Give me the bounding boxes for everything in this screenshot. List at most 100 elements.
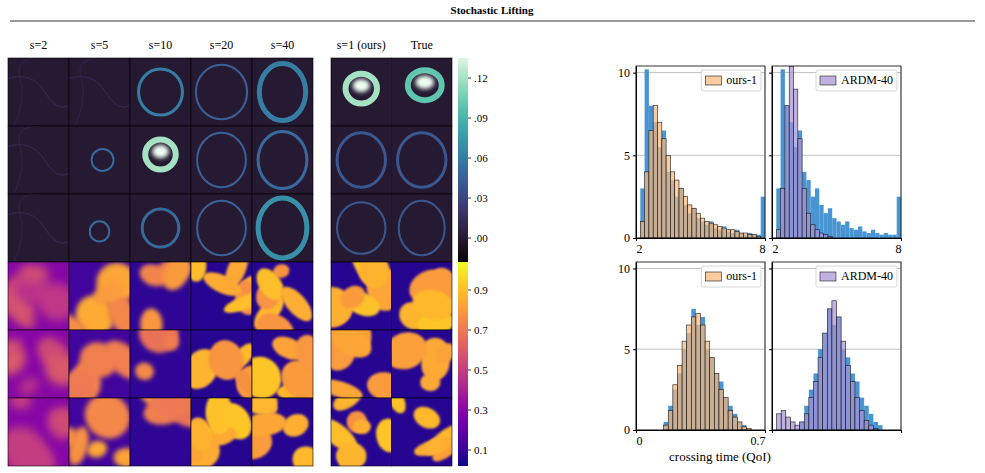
hist-bar bbox=[687, 325, 692, 430]
hist-bar bbox=[818, 349, 823, 430]
cell-ground bbox=[331, 194, 392, 262]
image-cell bbox=[230, 383, 332, 473]
legend: ARDM-40 bbox=[816, 266, 897, 287]
axis-line bbox=[637, 430, 766, 431]
image-cell bbox=[130, 58, 191, 126]
cell-ground bbox=[130, 126, 191, 194]
tick: 8 bbox=[760, 238, 766, 256]
hist-bar bbox=[692, 208, 696, 238]
image-cell bbox=[392, 262, 461, 338]
hist-bar bbox=[804, 406, 809, 430]
hist-bar bbox=[806, 180, 810, 238]
colorbar-label: .09 bbox=[474, 112, 488, 124]
column-label: s=20 bbox=[210, 38, 233, 52]
hist-bar bbox=[710, 357, 715, 430]
hist-bar bbox=[854, 230, 858, 238]
marks bbox=[640, 69, 765, 238]
hist-bar bbox=[761, 197, 765, 238]
hist-bar bbox=[739, 233, 743, 238]
image-cell bbox=[392, 58, 453, 126]
cell-texture bbox=[8, 77, 69, 108]
hist-bar bbox=[860, 411, 865, 430]
cell-border bbox=[191, 58, 252, 126]
column-label: s=2 bbox=[30, 38, 47, 52]
marks bbox=[777, 301, 883, 430]
cell-ground bbox=[69, 126, 130, 194]
hist-bar bbox=[709, 223, 713, 238]
image-cell bbox=[252, 126, 313, 194]
cell-border bbox=[191, 126, 252, 194]
hist-bar bbox=[709, 221, 713, 238]
hist-bar bbox=[731, 230, 735, 238]
hist-bar bbox=[662, 131, 666, 239]
tick: 2 bbox=[773, 238, 779, 256]
hist-bar bbox=[756, 235, 760, 238]
image-cell bbox=[331, 194, 392, 262]
image-cell bbox=[392, 126, 453, 194]
cell-ground bbox=[392, 194, 453, 262]
image-cell bbox=[191, 194, 252, 262]
cell-texture bbox=[8, 213, 69, 244]
plot-background bbox=[772, 66, 901, 238]
hist-bar bbox=[691, 317, 696, 430]
cell-blob bbox=[9, 304, 38, 332]
tick-mark bbox=[769, 268, 772, 269]
plot-frame bbox=[772, 66, 901, 238]
cell-border bbox=[331, 126, 392, 194]
cell-ring bbox=[258, 131, 307, 188]
hist-bar bbox=[781, 69, 785, 238]
tick: 2 bbox=[637, 238, 643, 256]
colorbar-tick bbox=[468, 158, 471, 159]
colorbar-label: .03 bbox=[474, 192, 488, 204]
cell-ring bbox=[259, 63, 305, 120]
tick-label: 5 bbox=[624, 149, 630, 163]
image-cell bbox=[130, 194, 191, 262]
colorbar-label: 0.9 bbox=[474, 284, 488, 296]
cell-ring bbox=[92, 149, 114, 171]
cell-ground bbox=[331, 58, 392, 126]
hist-bar bbox=[837, 221, 841, 238]
image-cell bbox=[130, 306, 191, 398]
legend-swatch bbox=[820, 76, 836, 85]
image-cell bbox=[379, 326, 459, 398]
hist-bar bbox=[688, 205, 692, 238]
cell-core bbox=[415, 75, 434, 88]
cell-border bbox=[191, 262, 252, 330]
cell-blob bbox=[327, 321, 376, 363]
cell-ring bbox=[197, 201, 246, 255]
cell-blob bbox=[286, 440, 332, 473]
hist-bar bbox=[798, 139, 802, 238]
legend-swatch bbox=[820, 272, 836, 281]
header-rule bbox=[10, 21, 975, 22]
cell-blob bbox=[89, 277, 126, 309]
legend: ours-1 bbox=[701, 70, 761, 91]
hist-bar bbox=[832, 218, 836, 238]
plot-background bbox=[636, 66, 765, 238]
colorbar-tick bbox=[468, 410, 471, 411]
colorbar-tick bbox=[468, 370, 471, 371]
tick: 5 bbox=[624, 149, 636, 163]
hist-bar bbox=[875, 233, 879, 238]
hist-bar bbox=[867, 233, 871, 238]
x-axis bbox=[773, 430, 902, 433]
marks bbox=[776, 66, 901, 238]
image-cell bbox=[8, 194, 69, 262]
hist-bar bbox=[664, 422, 669, 430]
hist-bar bbox=[679, 188, 683, 238]
y-axis: 0510 bbox=[618, 262, 637, 438]
hist-bar bbox=[880, 235, 884, 238]
figure: Stochastic Liftings=2s=5s=10s=20s=40s=1 … bbox=[0, 0, 985, 473]
hist-bar bbox=[846, 357, 851, 430]
cell-blob bbox=[352, 419, 371, 435]
hist-bar bbox=[658, 122, 662, 238]
cell-border bbox=[392, 194, 453, 262]
tick-label: 0 bbox=[624, 423, 630, 437]
tick-mark bbox=[633, 155, 636, 156]
hist-bar bbox=[748, 235, 752, 238]
hist-bar bbox=[666, 155, 670, 238]
tick-label: 2 bbox=[637, 242, 643, 256]
cell-ground bbox=[191, 58, 252, 126]
hist-bar bbox=[728, 406, 733, 430]
hist-bar bbox=[722, 226, 726, 238]
hist-bar bbox=[802, 188, 806, 238]
